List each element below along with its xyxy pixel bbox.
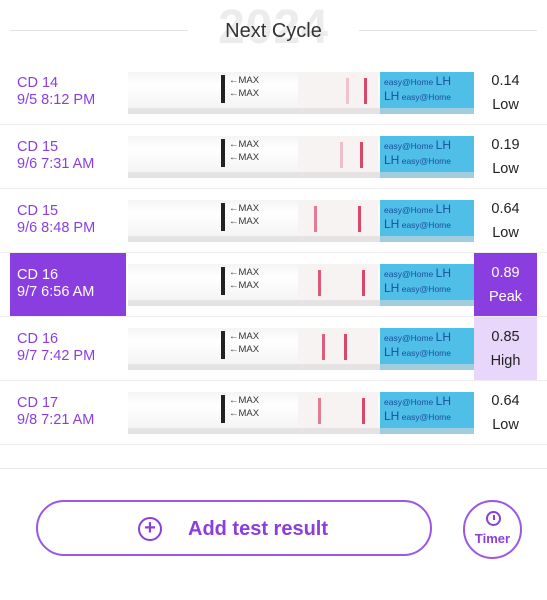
- lh-level: Low: [492, 97, 519, 113]
- test-strip-image: ←MAX ←MAX easy@Home LH LH easy@Home: [128, 72, 474, 114]
- add-test-result-button[interactable]: + Add test result: [36, 500, 432, 556]
- lh-ratio: 0.89: [491, 265, 520, 281]
- cycle-day: CD 17: [17, 395, 59, 411]
- cycle-day: CD 15: [17, 139, 59, 155]
- lh-ratio: 0.64: [491, 201, 520, 217]
- cycle-day: CD 14: [17, 75, 59, 91]
- result-row[interactable]: CD 16 9/7 7:42 PM ←MAX ←MAX easy@Home LH…: [0, 317, 547, 381]
- date-cell: CD 15 9/6 8:48 PM: [0, 189, 126, 252]
- header: 2024 Next Cycle: [0, 0, 547, 60]
- cycle-day: CD 16: [17, 267, 59, 283]
- divider: [0, 468, 547, 469]
- lh-value-cell: 0.14 Low: [474, 61, 537, 124]
- lh-level: Low: [492, 161, 519, 177]
- result-row[interactable]: CD 16 9/7 6:56 AM ←MAX ←MAX easy@Home LH…: [0, 253, 547, 317]
- lh-ratio: 0.19: [491, 137, 520, 153]
- result-row[interactable]: CD 15 9/6 8:48 PM ←MAX ←MAX easy@Home LH…: [0, 189, 547, 253]
- divider: [10, 30, 188, 31]
- brand-label: easy@Home LH LH easy@Home: [380, 72, 474, 114]
- test-datetime: 9/5 8:12 PM: [17, 92, 96, 108]
- lh-value-cell: 0.64 Low: [474, 189, 537, 252]
- add-test-result-label: Add test result: [188, 518, 329, 540]
- timer-label: Timer: [474, 531, 511, 546]
- section-title: Next Cycle: [225, 20, 322, 42]
- lh-ratio: 0.85: [491, 329, 520, 345]
- lh-level: High: [490, 353, 521, 369]
- result-row[interactable]: CD 14 9/5 8:12 PM ←MAX ←MAX easy@Home LH…: [0, 61, 547, 125]
- cycle-day: CD 15: [17, 203, 59, 219]
- test-datetime: 9/7 7:42 PM: [17, 348, 96, 364]
- lh-value-cell: 0.89 Peak: [474, 253, 537, 316]
- test-datetime: 9/7 6:56 AM: [17, 284, 95, 300]
- lh-ratio: 0.14: [491, 73, 520, 89]
- lh-value-cell: 0.19 Low: [474, 125, 537, 188]
- result-row[interactable]: CD 17 9/8 7:21 AM ←MAX ←MAX easy@Home LH…: [0, 381, 547, 445]
- lh-level: Peak: [488, 289, 523, 305]
- brand-label: easy@Home LH LH easy@Home: [380, 136, 474, 178]
- lh-value-cell: 0.64 Low: [474, 381, 537, 444]
- date-cell: CD 15 9/6 7:31 AM: [0, 125, 126, 188]
- lh-level: Low: [492, 417, 519, 433]
- year-watermark: 2024: [218, 1, 329, 54]
- test-strip-image: ←MAX ←MAX easy@Home LH LH easy@Home: [128, 328, 474, 370]
- test-strip-image: ←MAX ←MAX easy@Home LH LH easy@Home: [128, 264, 474, 306]
- cycle-day: CD 16: [17, 331, 59, 347]
- test-datetime: 9/6 8:48 PM: [17, 220, 96, 236]
- date-cell: CD 16 9/7 7:42 PM: [0, 317, 126, 380]
- lh-value-cell: 0.85 High: [474, 317, 537, 380]
- lh-ratio: 0.64: [491, 393, 520, 409]
- brand-label: easy@Home LH LH easy@Home: [380, 200, 474, 242]
- result-row[interactable]: CD 15 9/6 7:31 AM ←MAX ←MAX easy@Home LH…: [0, 125, 547, 189]
- test-strip-image: ←MAX ←MAX easy@Home LH LH easy@Home: [128, 136, 474, 178]
- divider: [359, 30, 537, 31]
- test-datetime: 9/6 7:31 AM: [17, 156, 95, 172]
- test-strip-image: ←MAX ←MAX easy@Home LH LH easy@Home: [128, 392, 474, 434]
- plus-circle-icon: +: [138, 517, 162, 541]
- date-cell: CD 17 9/8 7:21 AM: [0, 381, 126, 444]
- brand-label: easy@Home LH LH easy@Home: [380, 328, 474, 370]
- brand-label: easy@Home LH LH easy@Home: [380, 392, 474, 434]
- date-cell: CD 16 9/7 6:56 AM: [10, 253, 126, 316]
- brand-label: easy@Home LH LH easy@Home: [380, 264, 474, 306]
- lh-level: Low: [492, 225, 519, 241]
- test-results-list: CD 14 9/5 8:12 PM ←MAX ←MAX easy@Home LH…: [0, 61, 547, 445]
- timer-icon: [486, 511, 501, 526]
- date-cell: CD 14 9/5 8:12 PM: [0, 61, 126, 124]
- test-strip-image: ←MAX ←MAX easy@Home LH LH easy@Home: [128, 200, 474, 242]
- timer-button[interactable]: Timer: [463, 500, 522, 559]
- test-datetime: 9/8 7:21 AM: [17, 412, 95, 428]
